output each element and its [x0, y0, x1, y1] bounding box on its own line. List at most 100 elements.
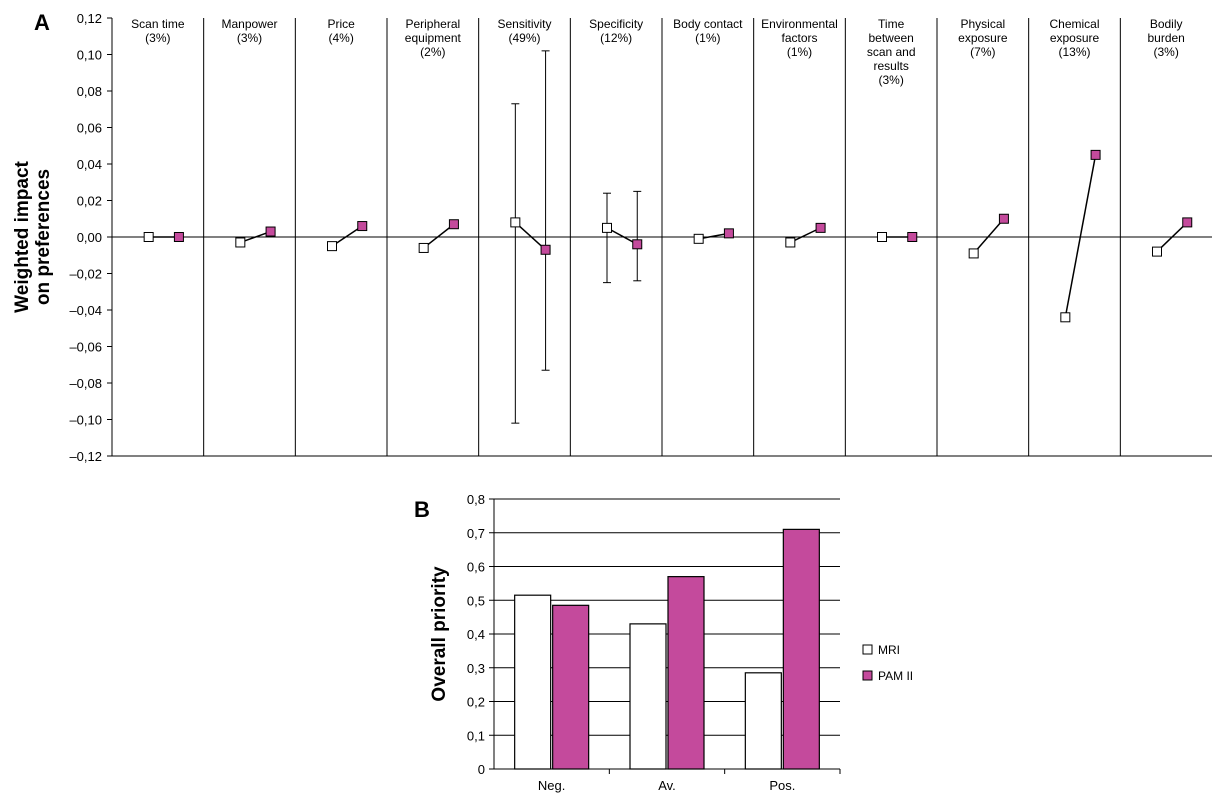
y-tick-label-a: 0,00: [77, 230, 102, 245]
y-tick-label-a: –0,04: [69, 303, 102, 318]
legend-label-pam: PAM II: [878, 669, 913, 683]
y-tick-label-a: 0,12: [77, 11, 102, 26]
mri-point: [143, 232, 154, 242]
category-label-line: burden: [1147, 31, 1184, 45]
category-label: Chemical exposure (13%): [1049, 17, 1099, 59]
connector-line: [240, 230, 271, 244]
y-tick-label-a: –0,12: [69, 449, 102, 464]
category-label-line: (49%): [508, 31, 540, 45]
category-label: Scan time (3%): [131, 17, 185, 45]
y-tick-label-b: 0,7: [467, 526, 485, 541]
y-axis-label-line: on preferences: [33, 169, 54, 305]
y-tick-label-a: 0,06: [77, 121, 102, 136]
mri-point: [602, 222, 612, 233]
y-tick-label-b: 0,8: [467, 492, 485, 507]
y-tick-label-b: 0: [478, 762, 485, 777]
x-tick-label-b: Neg.: [538, 778, 565, 793]
pam-point: [448, 219, 459, 230]
category-label-line: (3%): [1153, 45, 1178, 59]
y-axis-label-a: Weighted impacton preferences: [12, 160, 54, 312]
mri-point: [1152, 246, 1162, 257]
category-label-line: (3%): [878, 73, 903, 87]
category-label: Environmental factors (1%): [761, 17, 838, 59]
category-label-line: (3%): [145, 31, 170, 45]
category-label: Body contact (1%): [673, 17, 743, 45]
y-tick-label-a: 0,04: [77, 157, 102, 172]
category-label-line: factors: [781, 31, 817, 45]
y-tick-label-a: –0,08: [69, 376, 102, 391]
category-label-line: scan and: [867, 45, 916, 59]
pam-bar: [552, 604, 590, 770]
mri-point: [235, 237, 246, 248]
connector-line: [514, 221, 547, 251]
mri-point: [510, 217, 521, 228]
pam-point: [1090, 149, 1101, 160]
pam-point: [357, 221, 368, 232]
category-label-line: Environmental: [761, 17, 838, 31]
category-label: Specificity (12%): [589, 17, 643, 45]
y-axis-label-b: Overall priority: [429, 566, 450, 702]
category-label-line: Specificity: [589, 17, 643, 31]
y-tick-label-b: 0,5: [467, 593, 485, 608]
category-label-line: Peripheral: [405, 17, 460, 31]
category-label-line: exposure: [1050, 31, 1100, 45]
category-label-line: results: [873, 59, 908, 73]
connector-line: [698, 232, 730, 240]
mri-point: [968, 248, 979, 259]
category-label: Sensitivity (49%): [497, 17, 551, 45]
category-label-line: (7%): [970, 45, 995, 59]
category-label-line: between: [868, 31, 913, 45]
pam-point: [173, 232, 184, 242]
mri-point: [693, 233, 704, 244]
y-tick-label-a: –0,02: [69, 267, 102, 282]
legend-swatch-mri: [862, 644, 873, 655]
panel-b: B 0 0,1 0,2 0,3 0,4 0,5 0,6 0,7 0,8 Overall prior…: [414, 492, 913, 793]
mri-bar: [514, 594, 552, 770]
panel-a: A 0,12 0,10 0,08 0,06 0,04 0,02 0,00 –0,02 –0,04…: [12, 10, 1212, 464]
category-label-line: Scan time: [131, 17, 185, 31]
category-label-line: Manpower: [221, 17, 277, 31]
y-tick-label-a: –0,10: [69, 413, 102, 428]
connector-line: [790, 227, 821, 244]
mri-bar: [629, 623, 667, 770]
panel-a-letter: A: [34, 10, 50, 35]
y-tick-label-b: 0,2: [467, 695, 485, 710]
pam-point: [265, 226, 276, 237]
category-label-line: equipment: [405, 31, 462, 45]
category-label-line: (2%): [420, 45, 445, 59]
category-label: Time between scan and results (3%): [867, 17, 916, 87]
connector-line: [1064, 154, 1097, 318]
mri-point: [327, 241, 337, 252]
mri-point: [418, 242, 429, 253]
connector-line: [606, 227, 638, 245]
y-tick-label-b: 0,6: [467, 560, 485, 575]
pam-point: [998, 213, 1009, 224]
x-tick-label-b: Av.: [658, 778, 676, 793]
connector-line: [1156, 221, 1188, 253]
pam-bar: [782, 528, 820, 770]
category-label-line: Price: [327, 17, 355, 31]
legend-label-mri: MRI: [878, 643, 900, 657]
pam-point: [907, 232, 918, 242]
category-label: Manpower (3%): [221, 17, 277, 45]
y-tick-label-a: 0,02: [77, 194, 102, 209]
y-tick-label-a: –0,06: [69, 340, 102, 355]
legend-swatch-pam: [862, 670, 873, 681]
category-label-line: (13%): [1058, 45, 1090, 59]
category-label-line: (4%): [328, 31, 353, 45]
y-tick-label-b: 0,3: [467, 661, 485, 676]
mri-point: [877, 232, 887, 242]
category-label-line: (1%): [787, 45, 812, 59]
category-label: Peripheral equipment (2%): [405, 17, 462, 59]
pam-bar: [667, 576, 705, 770]
pam-point: [540, 244, 551, 255]
connector-line: [331, 225, 363, 247]
pam-point: [815, 222, 826, 233]
y-tick-label-a: 0,08: [77, 84, 102, 99]
category-label-line: Chemical: [1049, 17, 1099, 31]
category-label-line: (3%): [237, 31, 262, 45]
category-label-line: Sensitivity: [497, 17, 551, 31]
category-label: Price (4%): [327, 17, 355, 45]
category-label: Physical exposure (7%): [958, 17, 1008, 59]
